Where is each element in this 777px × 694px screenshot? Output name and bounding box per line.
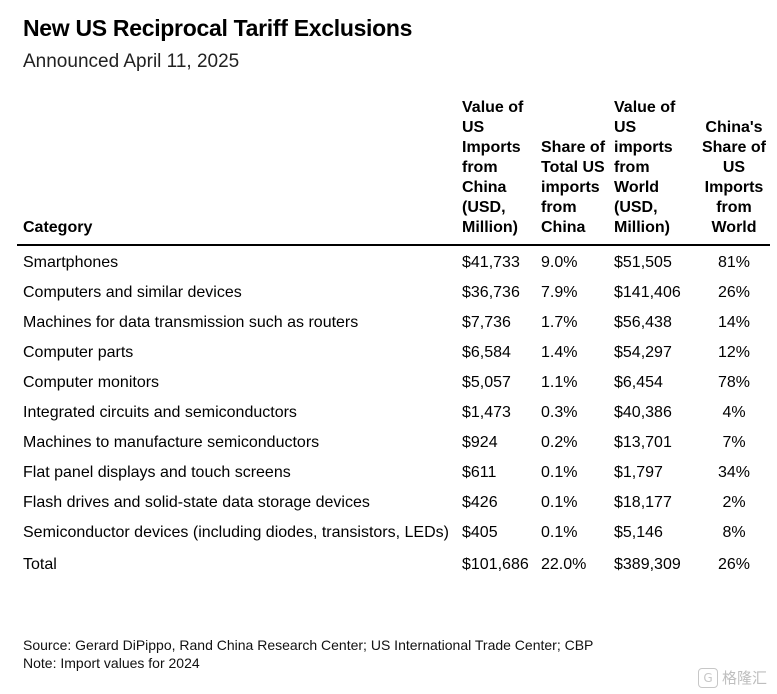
total-label-cell: Total — [23, 556, 57, 573]
table-row: Computers and similar devices $36,736 7.… — [17, 278, 770, 308]
table-header: Category Value of US Imports from China … — [17, 96, 770, 246]
category-cell: Semiconductor devices (including diodes,… — [23, 524, 449, 541]
china-world-share-cell: 7% — [722, 434, 746, 451]
watermark: G 格隆汇 — [697, 667, 767, 688]
china-imports-cell: $426 — [462, 494, 498, 511]
column-header-china-share-of-world: China's Share of US Imports from World — [698, 96, 770, 246]
tariff-exclusions-table: Category Value of US Imports from China … — [17, 96, 770, 580]
total-row: Total $101,686 22.0% $389,309 26% — [17, 548, 770, 580]
china-imports-cell: $7,736 — [462, 314, 511, 331]
china-imports-cell: $405 — [462, 524, 498, 541]
world-imports-cell: $141,406 — [614, 284, 681, 301]
china-imports-cell: $924 — [462, 434, 498, 451]
table-row: Flash drives and solid-state data storag… — [17, 488, 770, 518]
world-imports-cell: $6,454 — [614, 374, 663, 391]
chart-subtitle: Announced April 11, 2025 — [23, 51, 240, 72]
world-imports-cell: $54,297 — [614, 344, 672, 361]
china-share-cell: 0.3% — [541, 404, 578, 421]
china-world-share-cell: 8% — [722, 524, 746, 541]
category-cell: Computer parts — [23, 344, 134, 361]
china-world-share-cell: 81% — [717, 254, 751, 271]
china-imports-cell: $41,733 — [462, 254, 520, 271]
source-note: Source: Gerard DiPippo, Rand China Resea… — [23, 637, 594, 653]
import-note: Note: Import values for 2024 — [23, 655, 200, 671]
world-imports-cell: $51,505 — [614, 254, 672, 271]
total-world-imports-cell: $389,309 — [614, 556, 681, 573]
g-logo-icon: G — [697, 667, 718, 688]
world-imports-cell: $5,146 — [614, 524, 663, 541]
table-row: Flat panel displays and touch screens $6… — [17, 458, 770, 488]
total-china-share-cell: 22.0% — [541, 556, 587, 573]
china-share-cell: 9.0% — [541, 254, 578, 271]
china-imports-cell: $1,473 — [462, 404, 511, 421]
china-share-cell: 1.7% — [541, 314, 578, 331]
header-row: Category Value of US Imports from China … — [17, 96, 770, 246]
table-row: Computer monitors $5,057 1.1% $6,454 78% — [17, 368, 770, 398]
china-share-cell: 1.4% — [541, 344, 578, 361]
china-world-share-cell: 4% — [722, 404, 746, 421]
china-share-cell: 0.1% — [541, 464, 578, 481]
category-cell: Computers and similar devices — [23, 284, 242, 301]
table-body: Smartphones $41,733 9.0% $51,505 81% Com… — [17, 245, 770, 580]
category-cell: Integrated circuits and semiconductors — [23, 404, 297, 421]
column-header-share-of-china-imports: Share of Total US imports from China — [535, 96, 608, 246]
china-world-share-cell: 34% — [717, 464, 751, 481]
column-header-imports-from-world: Value of US imports from World (USD, Mil… — [608, 96, 698, 246]
china-imports-cell: $5,057 — [462, 374, 511, 391]
world-imports-cell: $56,438 — [614, 314, 672, 331]
china-world-share-cell: 14% — [717, 314, 751, 331]
china-world-share-cell: 26% — [717, 284, 751, 301]
china-world-share-cell: 78% — [717, 374, 751, 391]
table-row: Computer parts $6,584 1.4% $54,297 12% — [17, 338, 770, 368]
category-cell: Computer monitors — [23, 374, 160, 391]
china-world-share-cell: 12% — [717, 344, 751, 361]
china-imports-cell: $6,584 — [462, 344, 511, 361]
category-cell: Flash drives and solid-state data storag… — [23, 494, 370, 511]
category-cell: Smartphones — [23, 254, 119, 271]
china-share-cell: 0.1% — [541, 494, 578, 511]
category-cell: Flat panel displays and touch screens — [23, 464, 291, 481]
china-share-cell: 0.2% — [541, 434, 578, 451]
total-china-imports-cell: $101,686 — [462, 556, 529, 573]
table-row: Integrated circuits and semiconductors $… — [17, 398, 770, 428]
world-imports-cell: $40,386 — [614, 404, 672, 421]
world-imports-cell: $13,701 — [614, 434, 672, 451]
china-share-cell: 7.9% — [541, 284, 578, 301]
china-world-share-cell: 2% — [722, 494, 746, 511]
table-row: Machines for data transmission such as r… — [17, 308, 770, 338]
column-header-category: Category — [17, 96, 456, 246]
table-row: Machines to manufacture semiconductors $… — [17, 428, 770, 458]
china-imports-cell: $36,736 — [462, 284, 520, 301]
table-row: Smartphones $41,733 9.0% $51,505 81% — [17, 245, 770, 278]
table-row: Semiconductor devices (including diodes,… — [17, 518, 770, 548]
chart-footer: Source: Gerard DiPippo, Rand China Resea… — [23, 636, 593, 672]
china-imports-cell: $611 — [462, 464, 497, 481]
category-cell: Machines for data transmission such as r… — [23, 314, 359, 331]
world-imports-cell: $18,177 — [614, 494, 672, 511]
watermark-text: 格隆汇 — [721, 669, 767, 687]
chart-title: New US Reciprocal Tariff Exclusions — [23, 15, 413, 41]
total-china-world-share-cell: 26% — [717, 556, 751, 573]
china-share-cell: 1.1% — [541, 374, 578, 391]
world-imports-cell: $1,797 — [614, 464, 663, 481]
category-cell: Machines to manufacture semiconductors — [23, 434, 320, 451]
china-share-cell: 0.1% — [541, 524, 578, 541]
column-header-imports-from-china: Value of US Imports from China (USD, Mil… — [456, 96, 535, 246]
